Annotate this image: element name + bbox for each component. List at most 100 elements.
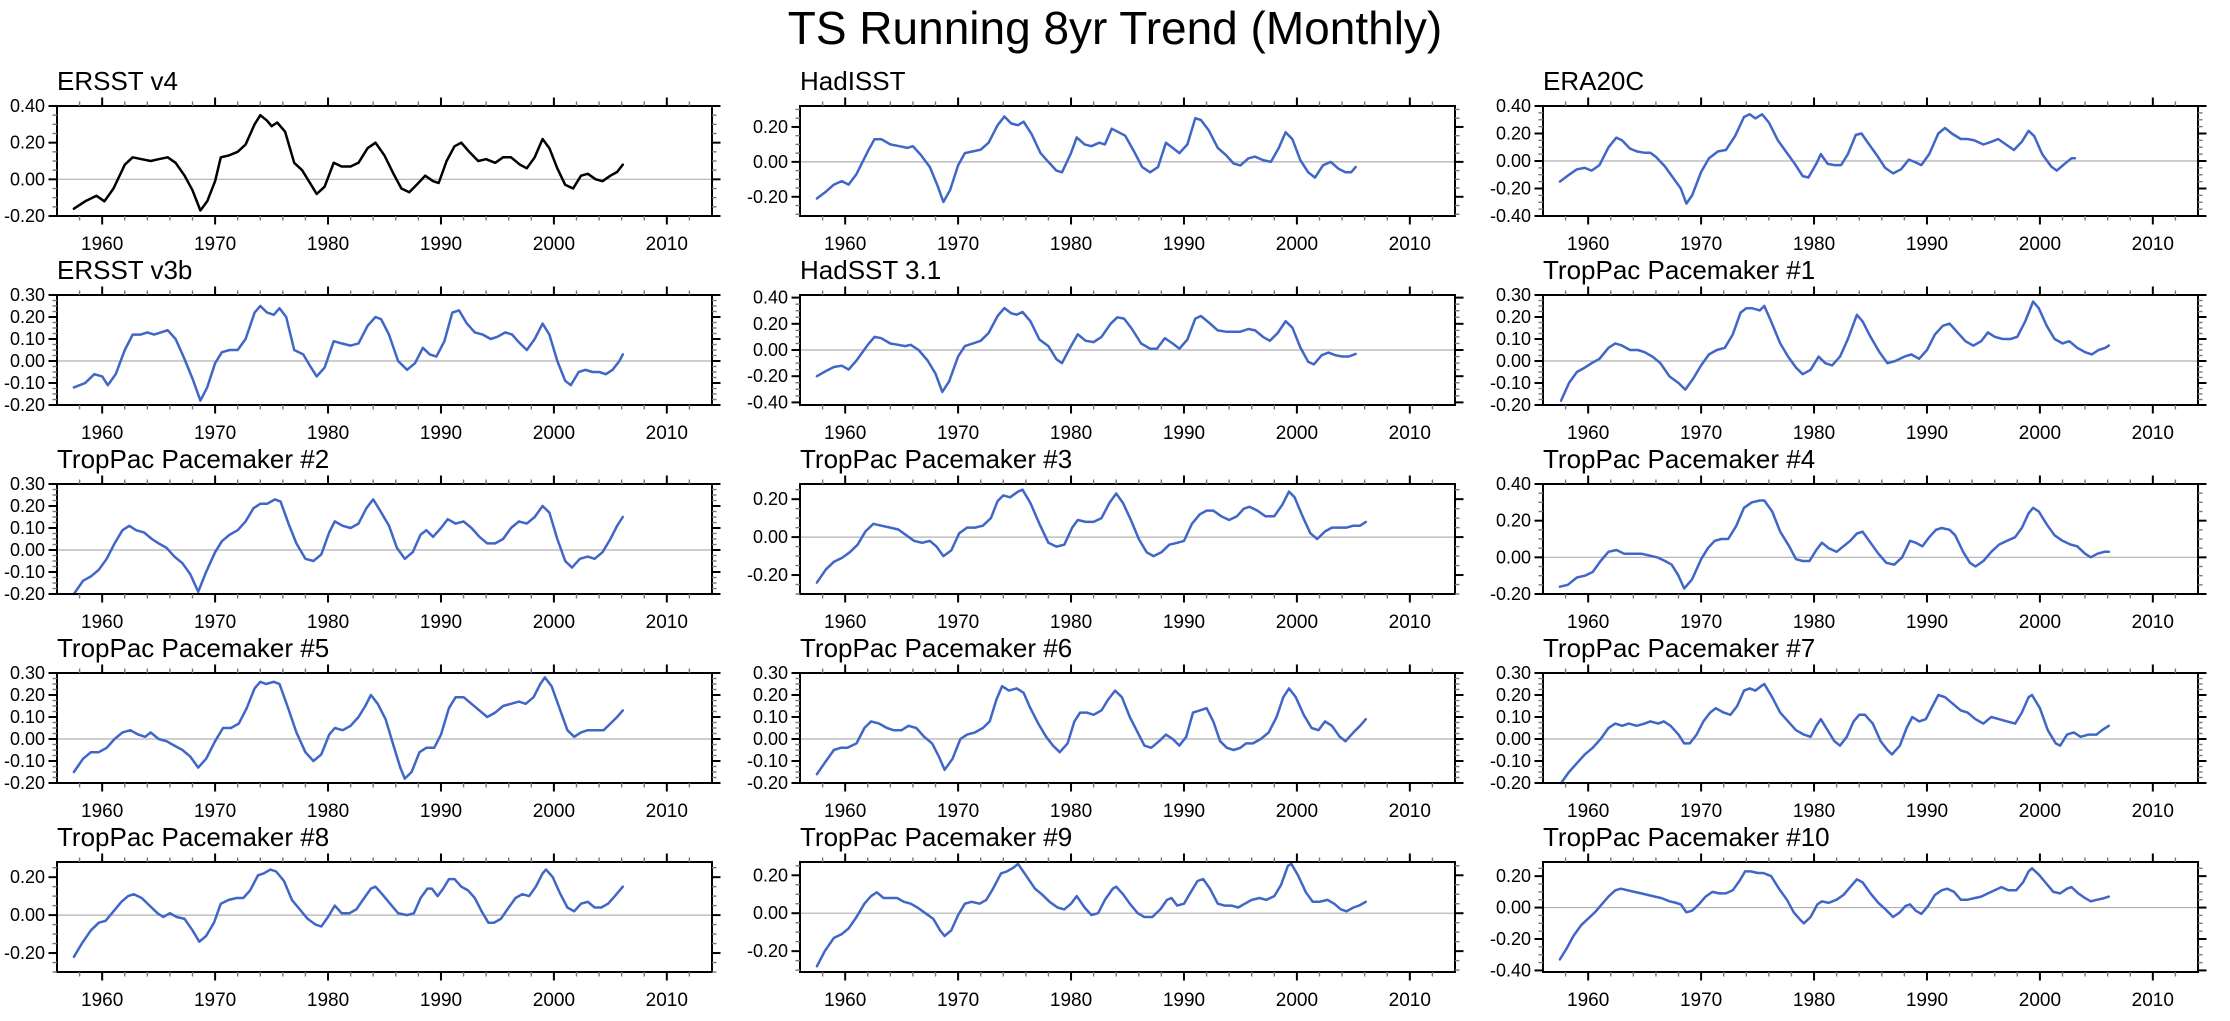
svg-text:2000: 2000 xyxy=(2019,990,2061,1011)
svg-text:1970: 1970 xyxy=(937,990,979,1011)
chart-panel: TropPac Pacemaker #5 1960 1970 1980 1990 200… xyxy=(0,633,743,822)
svg-text:1990: 1990 xyxy=(1163,801,1205,822)
svg-text:-0.20: -0.20 xyxy=(747,773,788,793)
svg-text:1960: 1960 xyxy=(1567,423,1609,444)
svg-text:2010: 2010 xyxy=(1389,234,1431,255)
chart-panel: TropPac Pacemaker #2 1960 1970 1980 1990 200… xyxy=(0,444,743,633)
svg-text:1960: 1960 xyxy=(81,990,123,1011)
svg-text:1980: 1980 xyxy=(1050,612,1092,633)
svg-text:0.00: 0.00 xyxy=(1496,547,1531,567)
panel-title: TropPac Pacemaker #6 xyxy=(800,633,1073,663)
svg-text:1980: 1980 xyxy=(1050,801,1092,822)
svg-text:1980: 1980 xyxy=(307,801,349,822)
svg-text:0.20: 0.20 xyxy=(753,685,788,705)
svg-text:0.00: 0.00 xyxy=(1496,898,1531,918)
svg-text:0.20: 0.20 xyxy=(1496,685,1531,705)
svg-text:-0.20: -0.20 xyxy=(1490,179,1531,199)
svg-text:0.20: 0.20 xyxy=(753,117,788,137)
svg-text:2000: 2000 xyxy=(1276,801,1318,822)
panel-plot: 1960 1970 1980 1990 2000 2010 -0.20 0.00 0.20 0.4… xyxy=(4,96,721,255)
svg-text:0.10: 0.10 xyxy=(10,518,45,538)
svg-text:-0.20: -0.20 xyxy=(1490,929,1531,949)
svg-text:-0.10: -0.10 xyxy=(1490,373,1531,393)
svg-text:1970: 1970 xyxy=(1680,234,1722,255)
svg-text:0.40: 0.40 xyxy=(753,288,788,308)
svg-text:-0.20: -0.20 xyxy=(4,943,45,963)
chart-panel: TropPac Pacemaker #6 1960 1970 1980 1990 200… xyxy=(743,633,1486,822)
svg-text:1980: 1980 xyxy=(1050,234,1092,255)
chart-panel: ERA20C 1960 1970 1980 1990 2000 2010 -0.40 -0.2… xyxy=(1486,66,2229,255)
svg-text:0.00: 0.00 xyxy=(753,340,788,360)
svg-text:2010: 2010 xyxy=(646,234,688,255)
svg-text:0.30: 0.30 xyxy=(753,663,788,683)
svg-text:1990: 1990 xyxy=(420,612,462,633)
svg-text:0.00: 0.00 xyxy=(753,527,788,547)
panel-plot: 1960 1970 1980 1990 2000 2010-0.20-0.100.000.… xyxy=(4,663,721,822)
svg-text:1980: 1980 xyxy=(1050,423,1092,444)
panel-title: TropPac Pacemaker #10 xyxy=(1543,822,1830,852)
svg-text:1970: 1970 xyxy=(1680,990,1722,1011)
svg-text:2010: 2010 xyxy=(1389,801,1431,822)
svg-text:0.40: 0.40 xyxy=(1496,474,1531,494)
svg-text:2010: 2010 xyxy=(646,801,688,822)
svg-text:1960: 1960 xyxy=(1567,612,1609,633)
page-title: TS Running 8yr Trend (Monthly) xyxy=(787,2,1443,54)
svg-text:1970: 1970 xyxy=(194,423,236,444)
svg-text:0.20: 0.20 xyxy=(1496,124,1531,144)
svg-text:2000: 2000 xyxy=(1276,234,1318,255)
panel-plot: 1960 1970 1980 1990 2000 2010 -0.20 0.00 0.20 xyxy=(4,853,721,1011)
chart-panel: HadISST 1960 1970 1980 1990 2000 2010 -0.20 0.0… xyxy=(743,66,1486,255)
svg-text:2000: 2000 xyxy=(2019,801,2061,822)
svg-text:2000: 2000 xyxy=(533,234,575,255)
svg-text:1960: 1960 xyxy=(824,801,866,822)
svg-text:0.10: 0.10 xyxy=(1496,329,1531,349)
svg-text:1990: 1990 xyxy=(1906,990,1948,1011)
svg-text:0.20: 0.20 xyxy=(10,496,45,516)
svg-text:0.10: 0.10 xyxy=(10,329,45,349)
svg-text:0.00: 0.00 xyxy=(753,152,788,172)
svg-text:1970: 1970 xyxy=(1680,801,1722,822)
svg-text:1990: 1990 xyxy=(1906,801,1948,822)
svg-text:0.00: 0.00 xyxy=(10,169,45,189)
panel-plot: 1960 1970 1980 1990 2000 2010-0.20-0.100.000.… xyxy=(1490,285,2207,444)
svg-text:1990: 1990 xyxy=(420,234,462,255)
svg-text:-0.20: -0.20 xyxy=(1490,773,1531,793)
svg-text:1970: 1970 xyxy=(194,990,236,1011)
svg-text:2000: 2000 xyxy=(533,990,575,1011)
chart-panel: TropPac Pacemaker #4 1960 1970 1980 1990 200… xyxy=(1486,444,2229,633)
svg-text:-0.40: -0.40 xyxy=(747,392,788,412)
svg-text:-0.20: -0.20 xyxy=(4,395,45,415)
panel-plot: 1960 1970 1980 1990 2000 2010 -0.40 -0.20 0.00 0.… xyxy=(747,286,1464,444)
svg-text:2010: 2010 xyxy=(646,612,688,633)
svg-text:1990: 1990 xyxy=(1163,234,1205,255)
chart-panel: TropPac Pacemaker #8 1960 1970 1980 1990 200… xyxy=(0,822,743,1011)
svg-text:-0.20: -0.20 xyxy=(4,773,45,793)
svg-text:-0.40: -0.40 xyxy=(1490,206,1531,226)
svg-text:-0.20: -0.20 xyxy=(747,187,788,207)
svg-text:-0.20: -0.20 xyxy=(747,565,788,585)
svg-text:1960: 1960 xyxy=(81,423,123,444)
svg-text:0.20: 0.20 xyxy=(10,133,45,153)
svg-text:2010: 2010 xyxy=(2132,423,2174,444)
panel-title: TropPac Pacemaker #7 xyxy=(1543,633,1816,663)
chart-panel: TropPac Pacemaker #3 1960 1970 1980 1990 200… xyxy=(743,444,1486,633)
panel-title: TropPac Pacemaker #1 xyxy=(1543,255,1816,285)
svg-text:1970: 1970 xyxy=(937,612,979,633)
svg-text:1980: 1980 xyxy=(1793,423,1835,444)
panel-plot: 1960 1970 1980 1990 2000 2010 -0.20 0.00 0.20 0.4… xyxy=(1490,474,2207,633)
svg-text:0.10: 0.10 xyxy=(753,707,788,727)
svg-text:1960: 1960 xyxy=(1567,990,1609,1011)
panel-plot: 1960 1970 1980 1990 2000 2010-0.20-0.100.000.… xyxy=(4,285,721,444)
svg-text:1990: 1990 xyxy=(1906,234,1948,255)
svg-text:0.20: 0.20 xyxy=(10,685,45,705)
panel-plot: 1960 1970 1980 1990 2000 2010-0.20-0.100.000.… xyxy=(1490,663,2207,822)
svg-text:0.40: 0.40 xyxy=(10,96,45,116)
svg-text:-0.10: -0.10 xyxy=(747,751,788,771)
panel-title: TropPac Pacemaker #2 xyxy=(57,444,330,474)
svg-text:2000: 2000 xyxy=(533,423,575,444)
svg-text:-0.40: -0.40 xyxy=(1490,960,1531,980)
panel-title: HadSST 3.1 xyxy=(800,255,942,285)
svg-text:-0.20: -0.20 xyxy=(1490,395,1531,415)
svg-text:2000: 2000 xyxy=(1276,612,1318,633)
